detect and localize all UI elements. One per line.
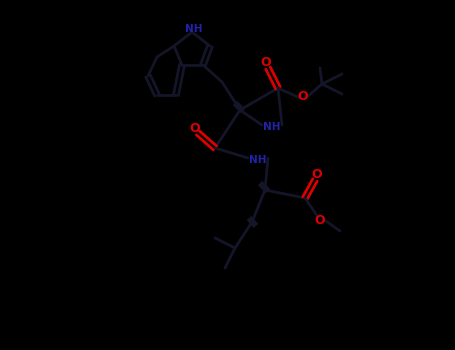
Text: O: O [315, 215, 325, 228]
Text: O: O [190, 121, 200, 134]
Text: NH: NH [249, 155, 267, 165]
Text: O: O [312, 168, 322, 182]
Text: O: O [298, 90, 308, 103]
Text: O: O [261, 56, 271, 70]
Text: NH: NH [185, 24, 203, 34]
Text: NH: NH [263, 122, 281, 132]
